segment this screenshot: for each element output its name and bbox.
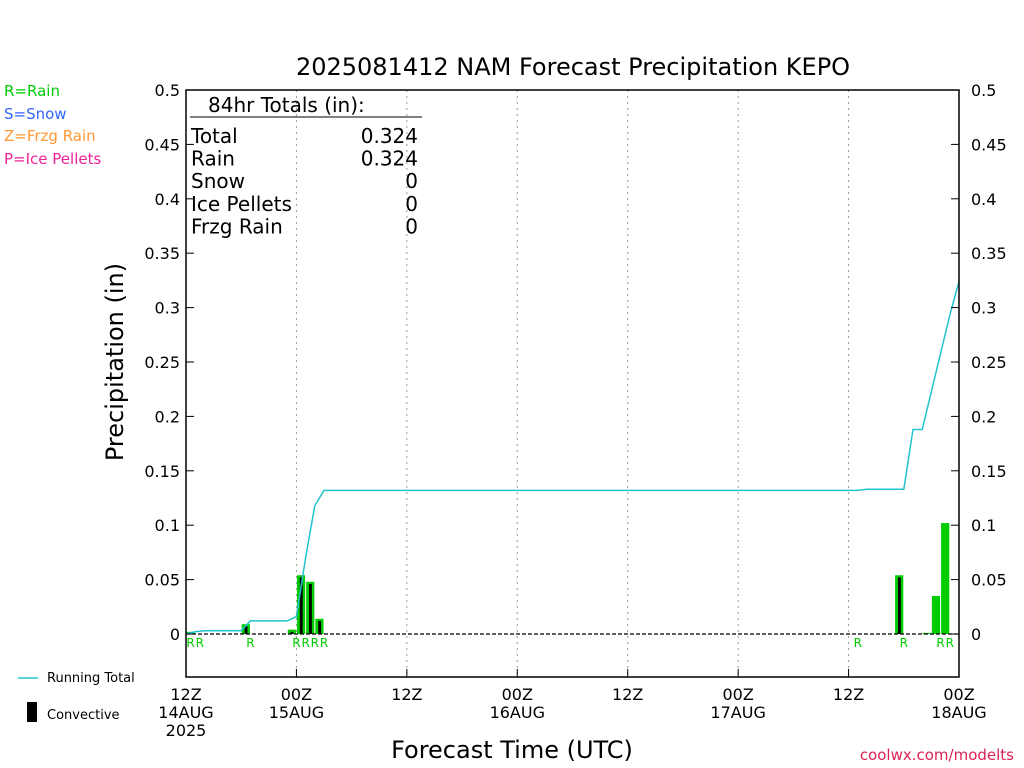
totals-row-label: Ice Pellets: [191, 192, 292, 216]
y-tick-right-label: 0.5: [971, 81, 996, 100]
x-tick-label: 00Z: [281, 685, 312, 704]
y-tick-right-label: 0.25: [971, 353, 1007, 372]
totals-row-label: Rain: [191, 147, 235, 171]
legend-convective: Convective: [47, 708, 120, 723]
plot-frame: [185, 89, 960, 678]
x-tick-label: 00Z: [502, 685, 533, 704]
precip-type-marker: R: [946, 636, 954, 650]
totals-row-value: 0: [405, 169, 418, 193]
convective-bar: [309, 583, 312, 634]
x-tick-label: 2025: [166, 721, 207, 740]
y-tick-right-label: 0.45: [971, 135, 1007, 154]
y-tick-right-label: 0.2: [971, 407, 996, 426]
precip-type-marker: R: [292, 636, 300, 650]
legend-running-total: Running Total: [47, 671, 135, 686]
running-total-line: [185, 281, 960, 635]
y-tick-left-label: 0.3: [155, 299, 180, 318]
totals-row-label: Snow: [191, 169, 245, 193]
precip-type-marker: R: [320, 636, 328, 650]
precip-type-marker: R: [186, 636, 194, 650]
series-legend: Running Total Convective: [18, 671, 135, 723]
y-axis-label: Precipitation (in): [101, 263, 129, 461]
precip-bar: [941, 523, 950, 634]
y-tick-left-label: 0.25: [144, 353, 180, 372]
precip-type-marker: R: [196, 636, 204, 650]
credit-link[interactable]: coolwx.com/modelts: [860, 746, 1014, 764]
precip-type-marker: R: [900, 636, 908, 650]
bar-series: [186, 523, 950, 634]
y-tick-left-label: 0.35: [144, 244, 180, 263]
y-tick-right-label: 0.4: [971, 190, 996, 209]
y-tick-left-label: 0.2: [155, 407, 180, 426]
totals-row-value: 0: [405, 192, 418, 216]
x-tick-label: 12Z: [391, 685, 422, 704]
totals-header: 84hr Totals (in):: [208, 93, 365, 117]
precip-type-marker: R: [301, 636, 309, 650]
y-tick-left-label: 0.4: [155, 190, 180, 209]
y-tick-left-label: 0.5: [155, 81, 180, 100]
y-tick-right-label: 0.3: [971, 299, 996, 318]
convective-bar: [897, 577, 901, 634]
precip-type-legend: R=Rain S=Snow Z=Frzg Rain P=Ice Pellets: [4, 82, 101, 168]
legend-ice: P=Ice Pellets: [4, 150, 101, 168]
legend-frzg: Z=Frzg Rain: [4, 127, 96, 145]
precip-type-marker: R: [311, 636, 319, 650]
legend-rain: R=Rain: [4, 82, 60, 100]
x-tick-label: 00Z: [943, 685, 974, 704]
y-tick-right-label: 0.15: [971, 462, 1007, 481]
x-tick-label: 17AUG: [710, 703, 765, 722]
y-tick-right-label: 0.05: [971, 571, 1007, 590]
convective-bar: [244, 626, 248, 634]
x-tick-label: 18AUG: [931, 703, 986, 722]
x-tick-label: 16AUG: [490, 703, 545, 722]
convective-bar: [290, 631, 294, 634]
totals-row-label: Total: [190, 124, 238, 148]
x-tick-label: 12Z: [612, 685, 643, 704]
precip-type-marker: R: [936, 636, 944, 650]
y-axis-left: 0 0.05 0.1 0.15 0.2 0.25 0.3 0.35 0.4 0.45 0.5: [144, 81, 194, 644]
y-tick-right-label: 0: [971, 625, 981, 644]
totals-row-label: Frzg Rain: [191, 214, 283, 238]
legend-snow: S=Snow: [4, 105, 67, 123]
convective-bar: [299, 577, 303, 634]
grid-lines: [295, 90, 850, 677]
y-tick-left-label: 0.1: [155, 516, 180, 535]
y-tick-right-label: 0.35: [971, 244, 1007, 263]
precip-bar: [931, 595, 941, 634]
x-tick-label: 14AUG: [158, 703, 213, 722]
y-tick-right-label: 0.1: [971, 516, 996, 535]
x-tick-label: 12Z: [170, 685, 201, 704]
x-tick-label: 00Z: [722, 685, 753, 704]
precip-type-marker: R: [246, 636, 254, 650]
x-axis-label: Forecast Time (UTC): [391, 736, 633, 764]
y-axis-right: 0 0.05 0.1 0.15 0.2 0.25 0.3 0.35 0.4 0.45 0.5: [951, 81, 1007, 644]
x-tick-label: 12Z: [833, 685, 864, 704]
x-tick-label: 15AUG: [269, 703, 324, 722]
totals-row-value: 0.324: [361, 124, 418, 148]
convective-swatch: [27, 702, 37, 722]
y-tick-left-label: 0: [170, 625, 180, 644]
y-tick-left-label: 0.45: [144, 135, 180, 154]
y-tick-left-label: 0.05: [144, 571, 180, 590]
totals-row-value: 0.324: [361, 147, 418, 171]
convective-bar: [318, 620, 322, 634]
totals-row-value: 0: [405, 214, 418, 238]
precip-type-marker: R: [854, 636, 862, 650]
totals-box: 84hr Totals (in): Total 0.324 Rain 0.324 Sno…: [190, 93, 422, 238]
y-tick-left-label: 0.15: [144, 462, 180, 481]
chart-title: 2025081412 NAM Forecast Precipitation KE…: [296, 53, 850, 81]
